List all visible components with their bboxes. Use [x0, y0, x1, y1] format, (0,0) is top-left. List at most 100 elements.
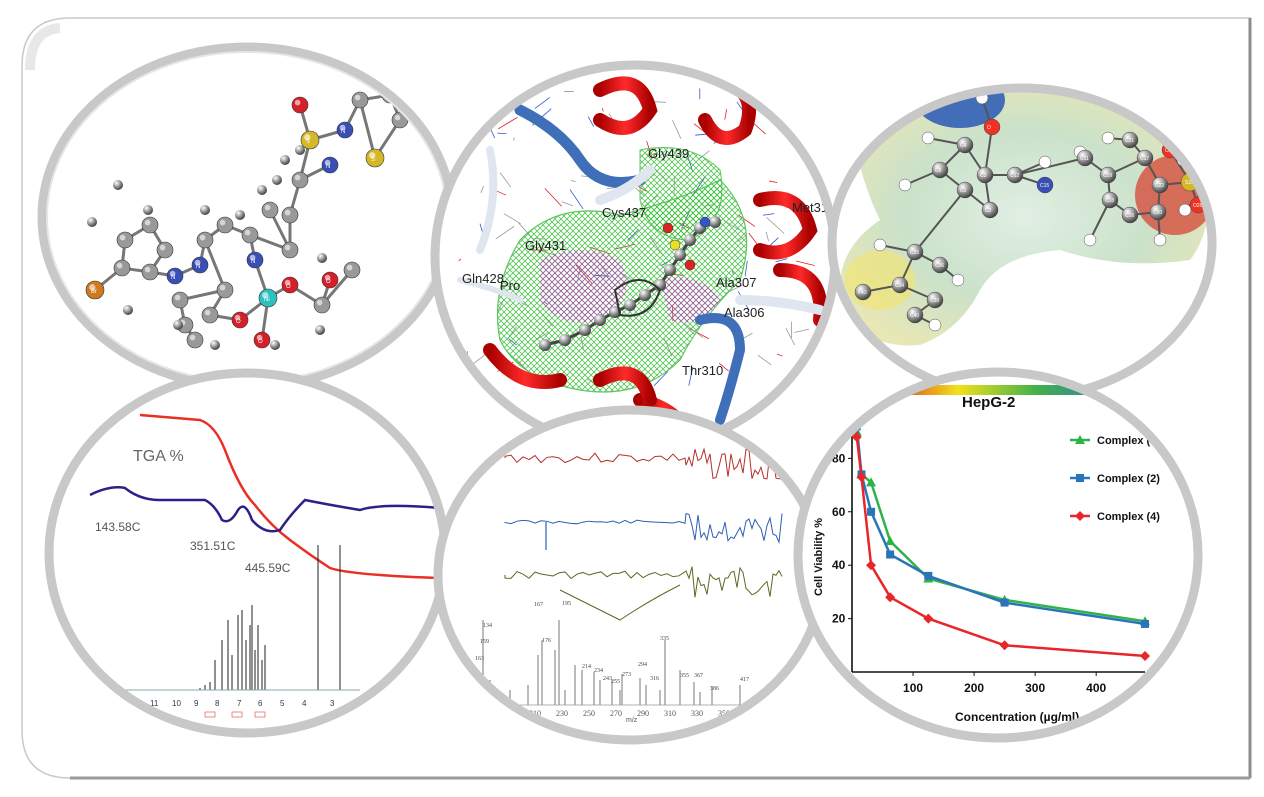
ms-axis-tick: 250	[583, 709, 595, 718]
ms-peak-label: 294	[638, 662, 647, 668]
data-point	[886, 550, 895, 559]
ms-axis-tick: 330	[691, 709, 703, 718]
data-point	[851, 432, 862, 443]
ms-peak-label: 159	[480, 639, 489, 645]
atom-label: Br	[91, 289, 97, 295]
atom-label: H	[977, 96, 981, 102]
data-point	[856, 472, 867, 483]
atom-label: C1	[960, 188, 967, 194]
atom-label: O	[258, 339, 263, 345]
ms-peak-label: 234	[594, 668, 603, 674]
data-point	[999, 640, 1010, 651]
atom-label: O	[236, 319, 241, 325]
ms-axis-tick: 290	[637, 709, 649, 718]
atom-label: H23	[1155, 238, 1164, 244]
tga-peak-label: 445.59C	[245, 561, 291, 575]
data-point	[1141, 619, 1149, 628]
atom-label: C20	[1153, 210, 1162, 216]
data-point	[866, 477, 877, 487]
ms-axis-tick: 270	[610, 709, 622, 718]
x-axis-title: Concentration (µg/ml)	[955, 710, 1079, 724]
data-point	[924, 571, 933, 580]
atom-label: N	[171, 275, 175, 281]
atom-label: H13	[1040, 160, 1049, 166]
ms-peak-label: 367	[694, 673, 703, 679]
atom-label: C6	[935, 168, 942, 174]
mep-view: HOH8C4C3C12H13H21C11C19H24C17C21C22S23H2…	[839, 88, 1212, 346]
atom-label: C18	[1105, 198, 1114, 204]
atom-label: H28	[1180, 208, 1189, 214]
residue-label: Thr310	[682, 363, 723, 378]
atom-label: N	[251, 259, 255, 265]
tga-title: TGA %	[133, 448, 184, 465]
colorbar-title: HepG-2	[962, 394, 1015, 411]
atom-label: H41	[930, 323, 939, 329]
atom-label: C21	[1125, 138, 1134, 144]
y-tick-label: 40	[832, 558, 846, 572]
y-tick-label: 60	[832, 505, 846, 519]
nmr-axis-tick: 6	[258, 699, 263, 708]
nmr-axis-tick: 5	[280, 699, 285, 708]
y-tick-label: 20	[832, 612, 846, 626]
residue-label: Ala306	[724, 305, 764, 320]
ms-peak-label: 355	[680, 673, 689, 679]
nmr-axis-tick: 3	[330, 699, 335, 708]
atom-label: C16	[1125, 213, 1134, 219]
atom-label: O26	[1193, 203, 1203, 209]
tga-peak-label: 143.58C	[95, 520, 141, 534]
residue-label: Pro	[500, 278, 520, 293]
ms-axis-tick: 310	[664, 709, 676, 718]
atom-label: F43	[858, 290, 867, 296]
atom-label: C22	[1155, 183, 1164, 189]
x-tick-label: 100	[903, 681, 923, 695]
atom-label: O	[987, 125, 991, 131]
atom-label: C40	[910, 313, 919, 319]
tga-peak-label: 351.51C	[190, 539, 236, 553]
atom-label: N	[326, 164, 330, 170]
residue-label: Gly431	[525, 238, 566, 253]
data-point	[867, 507, 876, 516]
data-point	[866, 560, 877, 571]
atom-label: S	[371, 157, 375, 163]
residue-label: Gly439	[648, 146, 689, 161]
ms-xlabel: m/z	[626, 717, 638, 724]
legend-label: Complex (1	[1097, 435, 1156, 447]
atom-label: S	[306, 139, 310, 145]
atom-label: C38	[930, 298, 939, 304]
nmr-axis-tick: 9	[194, 699, 199, 708]
x-tick-label: 300	[1025, 681, 1045, 695]
tga-view: TGA % 143.58C 351.51C 445.59C 11 10 9 8 7 6 5 4…	[89, 413, 441, 718]
atom-label: H19	[1085, 238, 1094, 244]
data-point	[885, 536, 896, 546]
colorbar	[880, 385, 1140, 395]
atom-label: C36	[935, 263, 944, 269]
panel-mep-surface: HOH8C4C3C12H13H21C11C19H24C17C21C22S23H2…	[827, 83, 1217, 403]
atom-label: C15	[1040, 183, 1049, 189]
ms-peak-label: 134	[483, 623, 492, 629]
ms-peak-label: 167	[534, 602, 543, 608]
ms-peak-label: 335	[660, 636, 669, 642]
atom-label: H8	[923, 136, 930, 142]
panel-molecule-structure: Br N N N O Ni O O O S N S N	[37, 42, 457, 392]
x-tick-label: 200	[964, 681, 984, 695]
data-point	[1140, 650, 1150, 661]
atom-label: C34	[895, 283, 904, 289]
nmr-axis-tick: 11	[150, 699, 159, 708]
atom-label: N	[341, 129, 345, 135]
ms-axis-tick: 230	[556, 709, 568, 718]
atom-label: N	[196, 264, 200, 270]
panel-tga-nmr: TGA % 143.58C 351.51C 445.59C 11 10 9 8 7 6 5 4…	[44, 368, 450, 738]
ms-axis-tick: 350	[718, 709, 730, 718]
ms-peak-label: 176	[542, 638, 551, 644]
ms-peak-label: 316	[650, 676, 659, 682]
nmr-axis-tick: 7	[237, 699, 242, 708]
atom-label: C3	[980, 173, 987, 179]
legend-label: Complex (2)	[1097, 473, 1160, 485]
atom-label: H24	[1103, 136, 1112, 142]
ms-peak-label: 386	[710, 686, 719, 692]
atom-label: C2	[985, 208, 992, 214]
atom-label: O	[286, 284, 291, 290]
atom-label: C35	[910, 250, 919, 256]
